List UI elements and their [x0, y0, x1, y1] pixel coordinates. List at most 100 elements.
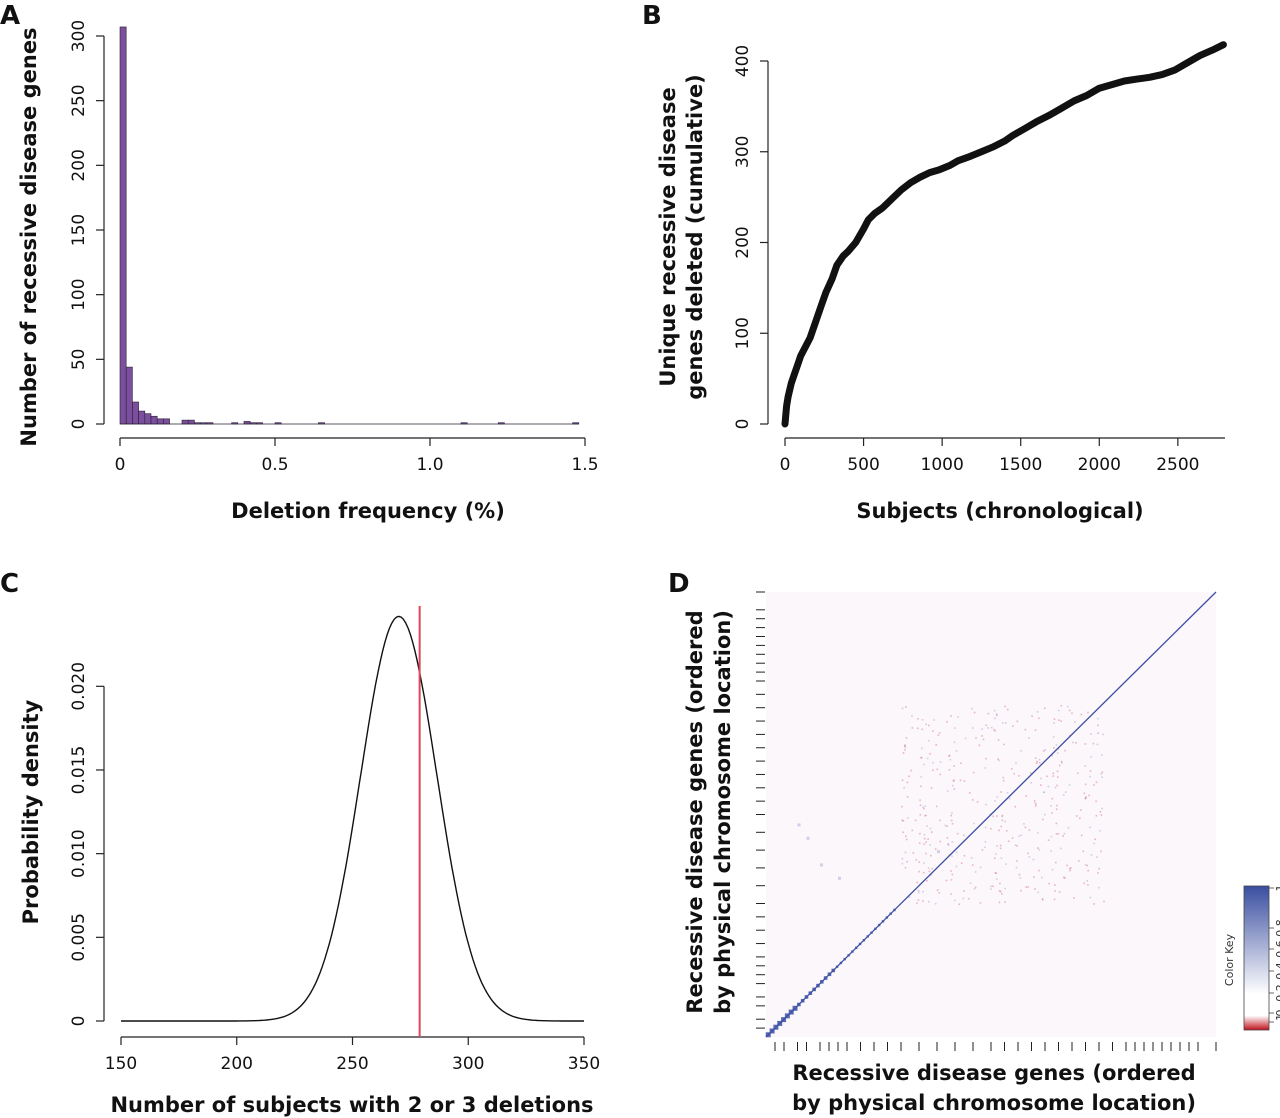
panel-d-cell — [963, 834, 965, 837]
panel-d-cell — [1085, 797, 1087, 799]
panel-d-cell — [963, 890, 965, 892]
panel-d-cell — [1002, 776, 1005, 779]
panel-c-letter: C — [0, 569, 19, 599]
panel-d-cell — [1074, 721, 1076, 724]
panel-d-cell — [1004, 820, 1006, 823]
panel-d-cell — [1042, 750, 1045, 752]
panel-d-cell — [1073, 897, 1075, 899]
panel-d-cell — [973, 888, 976, 890]
panel-d-cell — [993, 709, 996, 712]
panel-d-cell — [1043, 791, 1046, 794]
panel-d-cell — [994, 717, 996, 720]
panel-d-block — [816, 983, 820, 988]
panel-d-cell — [917, 891, 920, 894]
panel-d-cell — [992, 885, 994, 888]
panel-d-cell — [999, 890, 1002, 893]
panel-a-y-tick-label: 100 — [69, 278, 89, 310]
panel-d-cell — [1095, 781, 1098, 784]
panel-d-cell — [958, 903, 961, 906]
panel-b-letter: B — [642, 1, 662, 31]
panel-d-cell — [904, 851, 907, 854]
panel-d-chromosome-ticks — [756, 591, 1217, 1051]
panel-d-cell — [904, 744, 906, 746]
panel-d-cell — [990, 885, 992, 888]
panel-d-cell — [979, 902, 982, 904]
panel-d-block — [839, 961, 843, 965]
color-key-label: Color Key — [1223, 933, 1236, 986]
panel-d-block — [877, 923, 881, 927]
panel-d-cell — [1054, 786, 1057, 789]
panel-d-cell — [1101, 776, 1104, 778]
panel-d-cell — [1005, 863, 1007, 865]
panel-d-block — [777, 1020, 783, 1026]
panel-d-cell — [1061, 761, 1063, 764]
panel-d-cell — [902, 831, 905, 834]
panel-d-cell — [936, 768, 939, 771]
panel-d-cell — [1048, 882, 1051, 885]
panel-d-cell — [1020, 834, 1023, 837]
panel-d-cell — [1052, 772, 1055, 775]
panel-d-cell — [1054, 884, 1056, 886]
panel-d-cell — [1093, 842, 1095, 845]
panel-d-cell — [951, 812, 953, 814]
panel-d-cell — [1038, 848, 1041, 851]
panel-a-bar — [181, 419, 189, 425]
panel-d-cell — [901, 857, 904, 860]
panel-d-cell — [990, 827, 992, 830]
panel-d-block — [851, 950, 854, 953]
panel-d-cell — [939, 761, 942, 763]
panel-d-cell — [947, 843, 949, 845]
panel-d-cell — [990, 726, 993, 729]
panel-b-x-tick-label: 1500 — [999, 455, 1042, 475]
panel-d-cell — [1094, 838, 1097, 841]
panel-d-cell — [905, 838, 908, 841]
panel-d-cell — [984, 767, 987, 769]
color-key-tick-label: 0.2 — [1274, 984, 1280, 1002]
panel-d-cell — [996, 714, 998, 717]
panel-d-cell — [1005, 830, 1008, 832]
panel-d-cell — [1087, 869, 1090, 872]
panel-d-cell — [1080, 834, 1083, 837]
panel-d-cell — [906, 860, 908, 863]
panel-d-cell — [820, 863, 823, 867]
panel-d-cell — [914, 819, 917, 822]
panel-d-block — [797, 1002, 801, 1007]
panel-d-cell — [1035, 762, 1038, 765]
panel-a-y-axis-title: Number of recessive disease genes — [17, 27, 41, 446]
panel-b-y-axis-title-line-1: Unique recessive disease — [656, 87, 680, 386]
panel-d-cell — [997, 758, 999, 760]
panel-d-block — [823, 976, 828, 980]
panel-d-cell — [1068, 784, 1071, 786]
panel-d-cell — [1092, 742, 1095, 745]
panel-d-cell — [1011, 768, 1013, 770]
panel-d-cell — [970, 857, 973, 859]
panel-a-bar — [156, 418, 164, 425]
panel-c: C 150 200 250 300 350 0 0.005 0.010 0.015 0.020 N… — [0, 569, 600, 1117]
panel-d-cell — [1062, 835, 1064, 837]
panel-d-cell — [925, 814, 928, 817]
panel-a-bar — [132, 401, 139, 425]
panel-b-x-tick-label: 2000 — [1078, 455, 1121, 475]
panel-d-cell — [1084, 796, 1087, 798]
panel-d-cell — [923, 833, 926, 836]
panel-c-x-tick-label: 250 — [336, 1054, 368, 1074]
panel-d-cell — [911, 727, 914, 729]
panel-d-cell — [1018, 774, 1020, 777]
panel-d-cell — [1082, 850, 1085, 853]
panel-d-cell — [1031, 715, 1033, 718]
panel-d-cell — [922, 871, 925, 874]
panel-d-cell — [797, 823, 801, 827]
panel-d-cell — [1000, 825, 1002, 828]
panel-d-cell — [1080, 809, 1082, 811]
panel-d-cell — [1096, 856, 1098, 858]
panel-d-cell — [953, 765, 955, 767]
panel-d-cell — [1001, 814, 1004, 817]
panel-d-block — [843, 957, 846, 961]
panel-d-cell — [917, 889, 920, 892]
panel-d-cell — [1001, 815, 1003, 818]
panel-d-cell — [953, 741, 956, 744]
panel-d-cell — [916, 902, 918, 905]
panel-d-cell — [902, 820, 905, 822]
panel-d-cell — [999, 847, 1002, 850]
panel-d-cell — [1013, 772, 1015, 775]
